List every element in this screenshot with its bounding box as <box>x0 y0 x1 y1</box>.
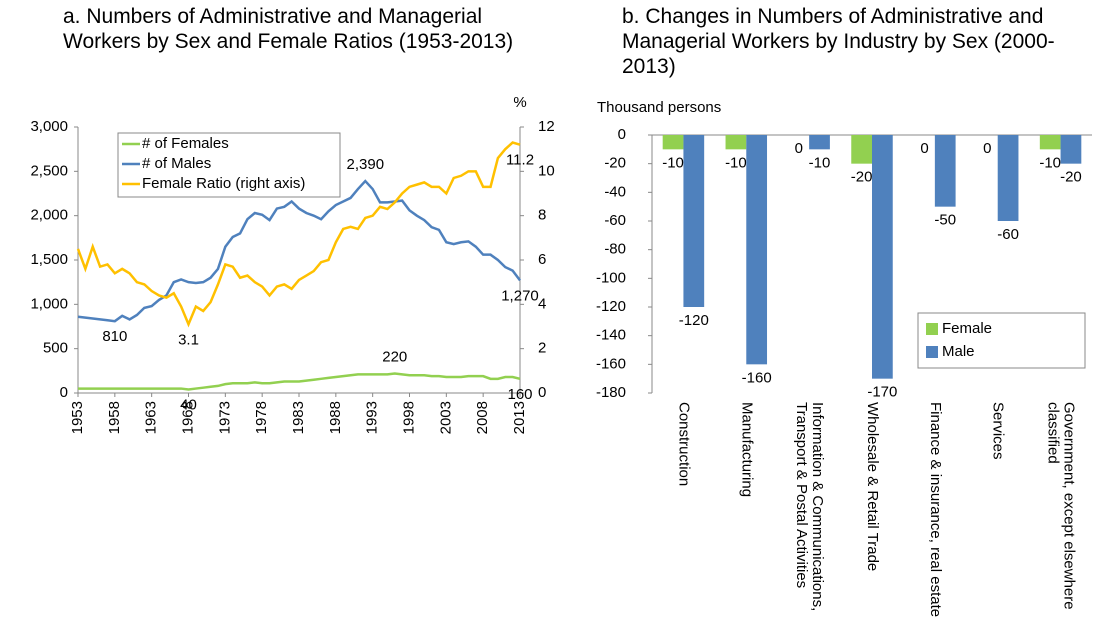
bar <box>662 135 684 150</box>
y-tick-label: -80 <box>604 241 626 258</box>
x-tick-label: Finance & insurance, real estate <box>926 402 944 618</box>
line-series <box>76 141 521 328</box>
x-tick-label: Manufacturing <box>738 402 756 498</box>
data-label: -10 <box>1039 154 1061 171</box>
y2-tick-label: 12 <box>538 118 555 135</box>
bar <box>872 135 893 379</box>
data-label: 160 <box>507 386 532 403</box>
legend-box <box>917 312 1086 369</box>
x-tick-label: Services <box>989 402 1007 460</box>
legend-box <box>117 132 341 198</box>
y-tick-label: 0 <box>618 126 626 143</box>
y-tick-label: -100 <box>596 269 626 286</box>
data-label: 810 <box>102 328 127 345</box>
x-tick-label: 1983 <box>290 401 307 434</box>
bar <box>997 135 1019 221</box>
x-tick-label: Construction <box>675 402 693 487</box>
y-tick-label: 2,500 <box>30 162 68 179</box>
legend-label: Female <box>942 320 992 337</box>
data-label: -160 <box>742 369 772 386</box>
x-tick-label: 1958 <box>106 401 123 434</box>
chart-b-title: b. Changes in Numbers of Administrative … <box>622 5 1055 78</box>
line-series <box>78 372 521 391</box>
bar <box>746 135 768 365</box>
bar <box>851 135 872 164</box>
x-tick-label: 2008 <box>474 401 491 434</box>
y-tick-label: -20 <box>604 155 626 172</box>
y-tick-label: -160 <box>596 355 626 372</box>
y-tick-label: 500 <box>43 340 68 357</box>
y-tick-label: 1,000 <box>30 295 68 312</box>
bar <box>683 135 705 307</box>
y-tick-label: 3,000 <box>30 118 68 135</box>
y-tick-label: 0 <box>60 384 68 401</box>
legend-label: Female Ratio (right axis) <box>142 175 305 192</box>
legend-swatch <box>926 346 938 358</box>
x-tick-label: 1988 <box>327 401 344 434</box>
x-tick-label: 1998 <box>400 401 417 434</box>
y2-tick-label: 0 <box>538 384 546 401</box>
x-tick-label: 1968 <box>179 401 196 434</box>
data-label: 220 <box>382 348 407 365</box>
x-tick-label: 2003 <box>437 401 454 434</box>
x-tick-label: Government, except elsewhere classified <box>1044 402 1078 610</box>
bar <box>1060 135 1082 164</box>
bar <box>1039 135 1061 150</box>
data-label: -10 <box>725 154 747 171</box>
data-label: -50 <box>934 212 956 229</box>
y-axis-label: Thousand persons <box>597 99 721 116</box>
data-label: 3.1 <box>178 331 199 348</box>
data-label: 0 <box>983 140 991 157</box>
y2-tick-label: 2 <box>538 340 546 357</box>
bar <box>809 135 830 150</box>
data-label: 2,390 <box>347 156 385 173</box>
y-tick-label: 2,000 <box>30 207 68 224</box>
data-label: 1,270 <box>501 287 539 304</box>
y-tick-label: 1,500 <box>30 251 68 268</box>
y-tick-label: -140 <box>596 327 626 344</box>
data-label: 0 <box>795 140 803 157</box>
x-tick-label: 1973 <box>216 401 233 434</box>
y2-tick-label: 4 <box>538 295 546 312</box>
legend-label: Male <box>942 343 975 360</box>
data-label: -170 <box>867 384 897 401</box>
y2-tick-label: 6 <box>538 251 546 268</box>
x-tick-label: 1993 <box>364 401 381 434</box>
data-label: -20 <box>851 169 873 186</box>
bar <box>725 135 747 150</box>
x-tick-label: Information & Communications, Transport … <box>793 402 827 612</box>
data-label: -20 <box>1060 169 1082 186</box>
x-tick-label: 1953 <box>69 401 86 434</box>
y2-tick-label: 8 <box>538 207 546 224</box>
y-tick-label: -60 <box>604 212 626 229</box>
chart-a-title: a. Numbers of Administrative and Manager… <box>63 5 514 53</box>
data-label: -10 <box>809 154 831 171</box>
x-tick-label: 1978 <box>253 401 270 434</box>
x-tick-label: 1963 <box>143 401 160 434</box>
bar <box>934 135 956 207</box>
x-tick-label: 2013 <box>511 401 528 434</box>
data-label: 0 <box>920 140 928 157</box>
data-label: -60 <box>997 226 1019 243</box>
y-tick-label: -180 <box>596 384 626 401</box>
y2-tick-label: 10 <box>538 162 555 179</box>
data-label: -10 <box>662 154 684 171</box>
data-label: 40 <box>180 396 197 413</box>
data-label: 11.2 <box>506 152 534 169</box>
y-tick-label: -40 <box>604 183 626 200</box>
y2-axis-label: % <box>513 94 526 111</box>
legend-label: # of Males <box>142 155 211 172</box>
legend-label: # of Females <box>142 135 229 152</box>
line-series <box>77 179 521 323</box>
y-tick-label: -120 <box>596 298 626 315</box>
data-label: -120 <box>679 312 709 329</box>
x-tick-label: Wholesale & Retail Trade <box>864 402 881 572</box>
legend-swatch <box>926 323 938 335</box>
